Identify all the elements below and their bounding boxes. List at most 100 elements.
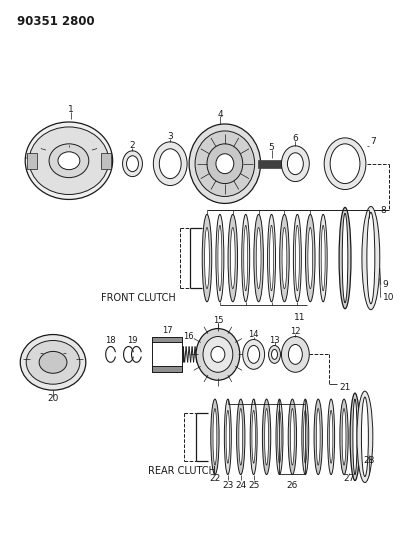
Text: 4: 4 [217,110,223,118]
Ellipse shape [204,228,209,289]
Ellipse shape [242,214,250,302]
Ellipse shape [216,154,234,174]
Ellipse shape [189,124,261,204]
Ellipse shape [350,393,360,481]
Ellipse shape [330,144,360,183]
Text: 21: 21 [339,383,350,392]
Ellipse shape [268,214,275,302]
Text: 23: 23 [222,481,233,490]
Text: 6: 6 [293,134,298,143]
Ellipse shape [268,345,280,364]
Text: 90351 2800: 90351 2800 [17,15,95,28]
Ellipse shape [304,410,307,463]
Text: 16: 16 [183,332,193,341]
Ellipse shape [202,214,212,302]
Text: 25: 25 [248,481,259,490]
Ellipse shape [58,152,80,169]
Ellipse shape [25,122,113,199]
Ellipse shape [279,214,289,302]
Ellipse shape [211,346,225,362]
Text: 13: 13 [269,336,280,345]
Ellipse shape [250,399,257,474]
Ellipse shape [26,341,80,384]
Ellipse shape [239,408,243,465]
Ellipse shape [321,225,325,291]
Ellipse shape [218,225,222,291]
Ellipse shape [254,214,264,302]
Ellipse shape [231,228,235,289]
Ellipse shape [342,213,348,303]
Bar [101,153,111,168]
Text: 24: 24 [235,481,246,490]
Ellipse shape [319,214,327,302]
Ellipse shape [216,214,224,302]
Ellipse shape [153,142,187,185]
Ellipse shape [328,399,335,474]
Ellipse shape [293,214,302,302]
Ellipse shape [122,151,142,176]
Ellipse shape [262,399,271,474]
Ellipse shape [252,410,255,463]
Ellipse shape [226,410,230,463]
Ellipse shape [270,225,273,291]
Ellipse shape [256,228,261,289]
Ellipse shape [213,408,217,465]
Bar [257,160,286,168]
Ellipse shape [353,399,357,474]
Ellipse shape [203,336,233,372]
Text: 19: 19 [127,336,138,345]
Ellipse shape [272,350,277,359]
Ellipse shape [195,131,255,197]
Ellipse shape [340,399,348,474]
Ellipse shape [316,408,320,465]
Ellipse shape [282,336,309,372]
Text: 14: 14 [248,330,259,339]
Ellipse shape [248,345,259,364]
Text: 15: 15 [213,316,223,325]
Ellipse shape [237,399,245,474]
Text: 7: 7 [370,138,376,147]
Ellipse shape [342,408,346,465]
Ellipse shape [196,328,240,380]
Ellipse shape [282,228,287,289]
Bar [152,336,182,343]
Text: 10: 10 [383,293,394,302]
Text: 17: 17 [162,326,173,335]
Ellipse shape [314,399,322,474]
Text: 18: 18 [105,336,116,345]
Ellipse shape [159,149,181,179]
Ellipse shape [39,351,67,373]
Ellipse shape [288,344,302,365]
Ellipse shape [290,408,294,465]
Ellipse shape [29,127,109,195]
Text: FRONT CLUTCH: FRONT CLUTCH [101,293,175,303]
Ellipse shape [243,340,264,369]
Ellipse shape [306,214,315,302]
Text: 12: 12 [290,327,301,336]
Text: 2: 2 [130,141,135,150]
Ellipse shape [265,408,268,465]
Text: 26: 26 [287,481,298,490]
Ellipse shape [339,207,351,309]
Ellipse shape [295,225,299,291]
Ellipse shape [224,399,231,474]
Text: 27: 27 [343,474,355,483]
Text: REAR CLUTCH: REAR CLUTCH [149,466,216,475]
Ellipse shape [228,214,237,302]
Ellipse shape [308,228,313,289]
Text: 1: 1 [68,104,74,114]
Ellipse shape [276,399,283,474]
Ellipse shape [324,138,366,190]
Ellipse shape [362,206,380,310]
Bar [152,366,182,372]
Text: 3: 3 [167,132,173,141]
Text: 22: 22 [209,474,221,483]
Ellipse shape [207,144,243,183]
Ellipse shape [278,410,281,463]
Ellipse shape [288,399,297,474]
Ellipse shape [287,153,303,175]
Ellipse shape [329,410,333,463]
Ellipse shape [357,391,373,482]
Text: 20: 20 [47,393,59,402]
Ellipse shape [49,144,89,177]
